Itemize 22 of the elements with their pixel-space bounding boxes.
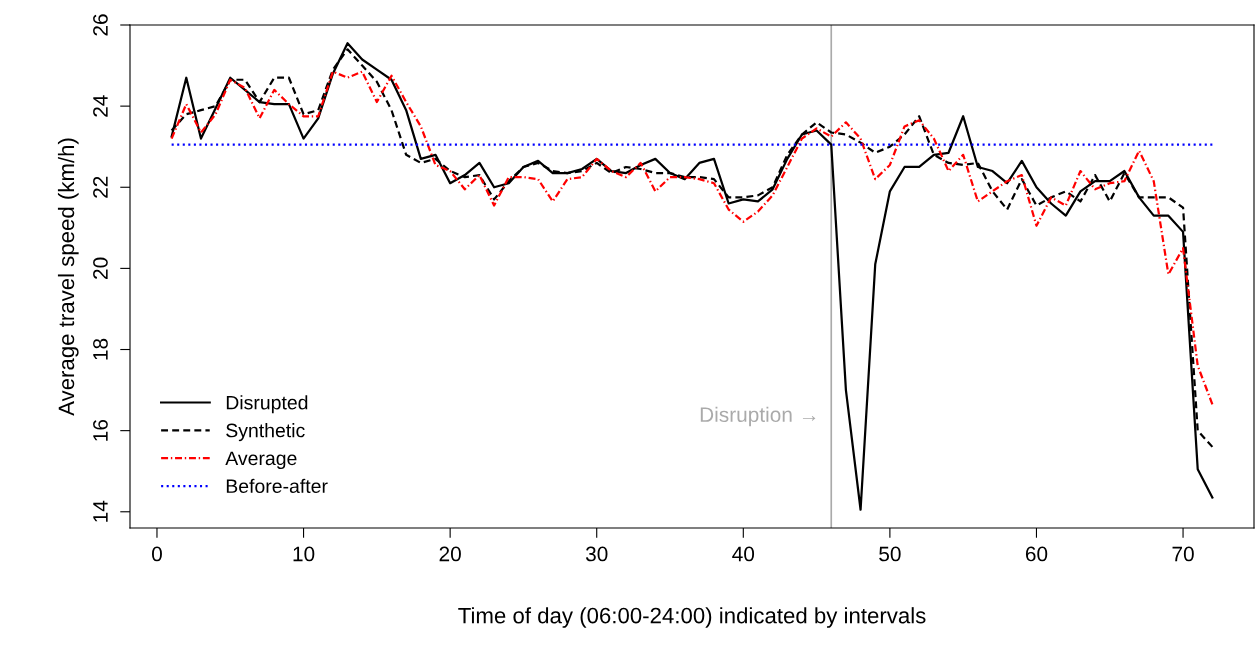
x-tick-label: 60 xyxy=(1025,546,1048,562)
x-tick-label: 70 xyxy=(1172,546,1194,562)
x-tick-label: 10 xyxy=(293,546,315,562)
x-tick-label: 20 xyxy=(439,546,461,562)
legend-label: Before-after xyxy=(226,478,328,494)
legend-label: Average xyxy=(225,451,297,470)
y-axis-title: Average travel speed (km/h) xyxy=(57,138,79,416)
y-tick-label: 14 xyxy=(93,500,108,522)
x-axis-title: Time of day (06:00-24:00) indicated by intervals xyxy=(458,607,926,628)
ref-line-label: Disruption → xyxy=(700,406,816,427)
y-tick-label: 26 xyxy=(93,14,108,36)
y-tick-label: 20 xyxy=(93,257,108,279)
legend-label: Disrupted xyxy=(226,395,308,414)
x-tick-label: 0 xyxy=(151,546,162,562)
x-tick-label: 50 xyxy=(879,546,901,562)
legend-label: Synthetic xyxy=(226,423,305,442)
x-tick-label: 40 xyxy=(732,546,755,562)
y-tick-label: 24 xyxy=(93,95,108,117)
x-tick-label: 30 xyxy=(585,546,608,562)
y-tick-label: 18 xyxy=(93,338,108,360)
y-tick-label: 16 xyxy=(93,419,108,441)
y-tick-label: 22 xyxy=(93,176,108,198)
